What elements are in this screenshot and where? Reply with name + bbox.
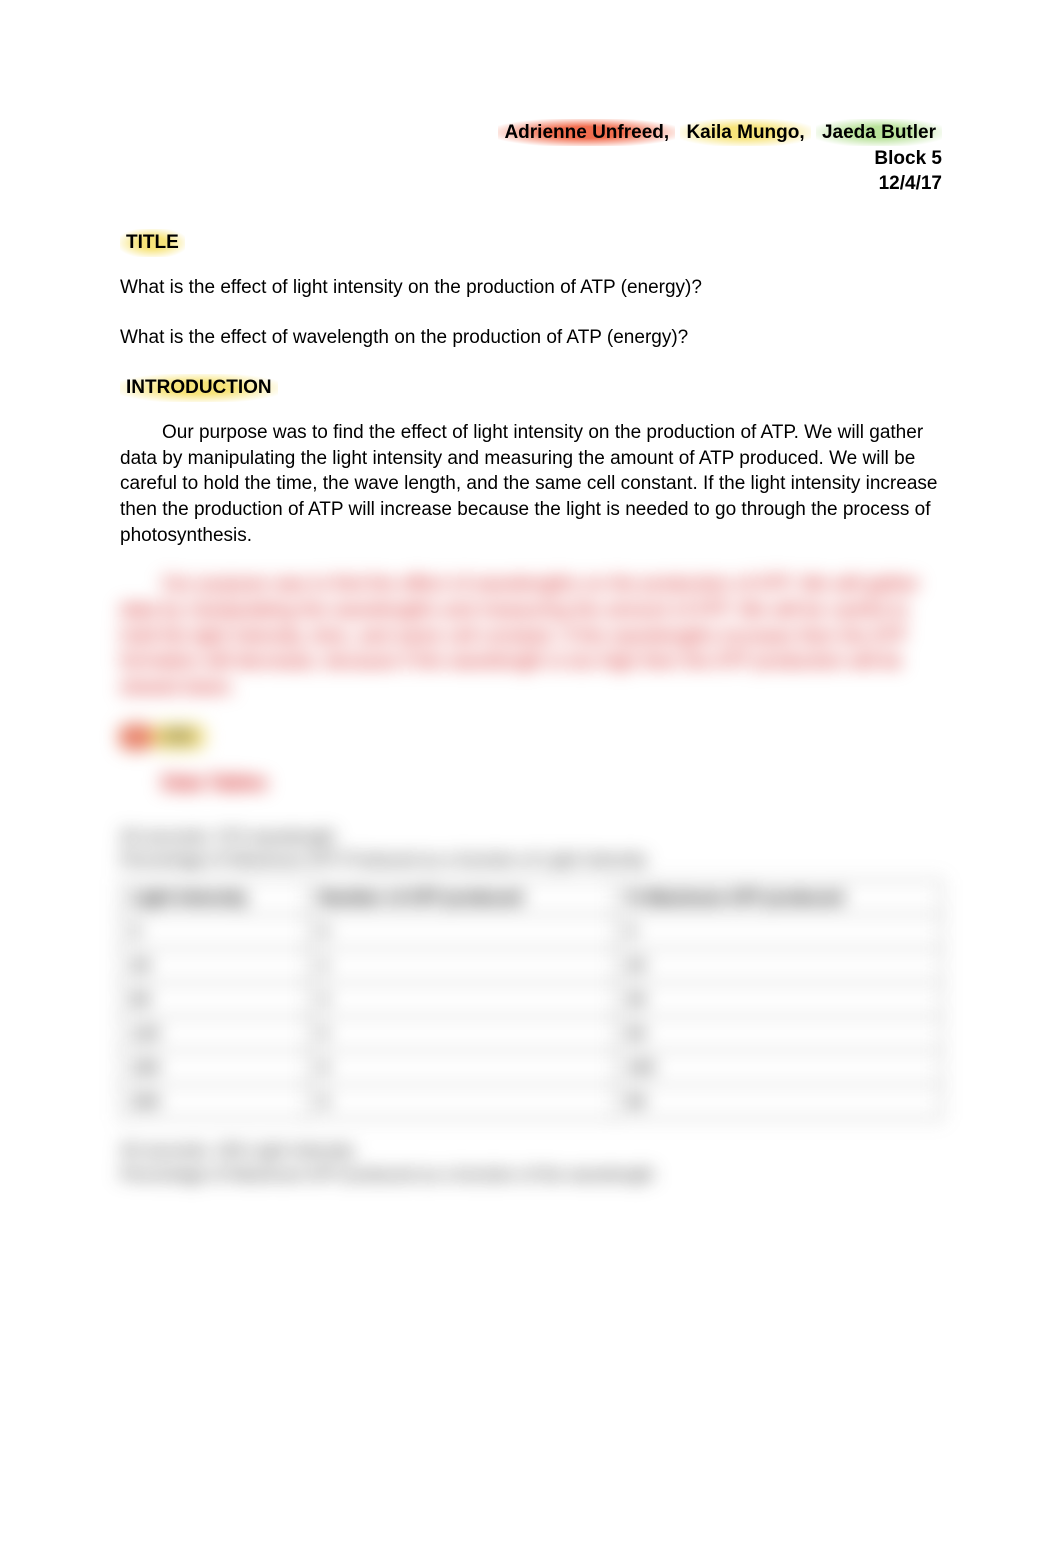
table2-caption-line1: 30 seconds, 200 Light Intensity [120,1141,354,1160]
introduction-heading: INTRODUCTION [120,374,278,402]
title-question-1: What is the effect of light intensity on… [120,275,942,301]
table-row: 120 5 50 [121,1017,942,1051]
cell: 160 [121,1051,309,1085]
author-3: Jaeda Butler [816,119,942,146]
date-label: 12/4/17 [879,173,942,194]
cell: 40 [121,949,309,983]
title-section-heading: TITLE [120,229,185,257]
author-2: Kaila Mungo, [680,119,810,146]
blurred-content-region: Our purpose was to find the effect of wa… [120,572,942,1186]
data-section-heading: DATA [120,725,942,749]
cell: 3 [308,983,616,1017]
table-row: 200 9 90 [121,1085,942,1119]
cell: 80 [121,983,309,1017]
table2-caption: 30 seconds, 200 Light Intensity Percenta… [120,1139,942,1187]
cell: 5 [308,1017,616,1051]
col-atp-percent: % Maximum ATP produced [616,881,942,915]
table-header-row: Light Intensity Number of ATP produced %… [121,881,942,915]
cell: 90 [616,1085,942,1119]
cell: 2 [308,949,616,983]
table2-caption-line2: Percentage of Maximum ATP produced as a … [120,1165,654,1184]
cell: 0 [308,915,616,949]
cell: 100 [616,1051,942,1085]
data-tables-heading: Data Tables [162,773,267,795]
cell: 20 [616,949,942,983]
cell: 0 [121,915,309,949]
cell: 30 [616,983,942,1017]
intro-paragraph-1: Our purpose was to find the effect of li… [120,420,942,548]
table-row: 80 3 30 [121,983,942,1017]
table-row: 0 0 0 [121,915,942,949]
intro-paragraph-2: Our purpose was to find the effect of wa… [120,572,942,700]
table1-caption: 30 seconds, 575 wavelength Percentage of… [120,825,942,873]
cell: 120 [121,1017,309,1051]
table1-caption-line1: 30 seconds, 575 wavelength [120,827,336,846]
table-row: 160 9 100 [121,1051,942,1085]
cell: 0 [616,915,942,949]
cell: 9 [308,1051,616,1085]
table1-caption-line2: Percentage of Maximum ATP Produced as a … [120,850,647,869]
author-1: Adrienne Unfreed, [498,119,675,146]
title-question-2: What is the effect of wavelength on the … [120,325,942,351]
block-label: Block 5 [874,148,942,169]
cell: 9 [308,1085,616,1119]
table-row: 40 2 20 [121,949,942,983]
cell: 50 [616,1017,942,1051]
document-header: Adrienne Unfreed, Kaila Mungo, Jaeda But… [120,120,942,197]
cell: 200 [121,1085,309,1119]
data-pill-d: D [120,725,152,749]
table-light-intensity: Light Intensity Number of ATP produced %… [120,880,942,1119]
col-atp-number: Number of ATP produced [308,881,616,915]
col-light-intensity: Light Intensity [121,881,309,915]
data-pill-ata: ATA [152,725,204,749]
